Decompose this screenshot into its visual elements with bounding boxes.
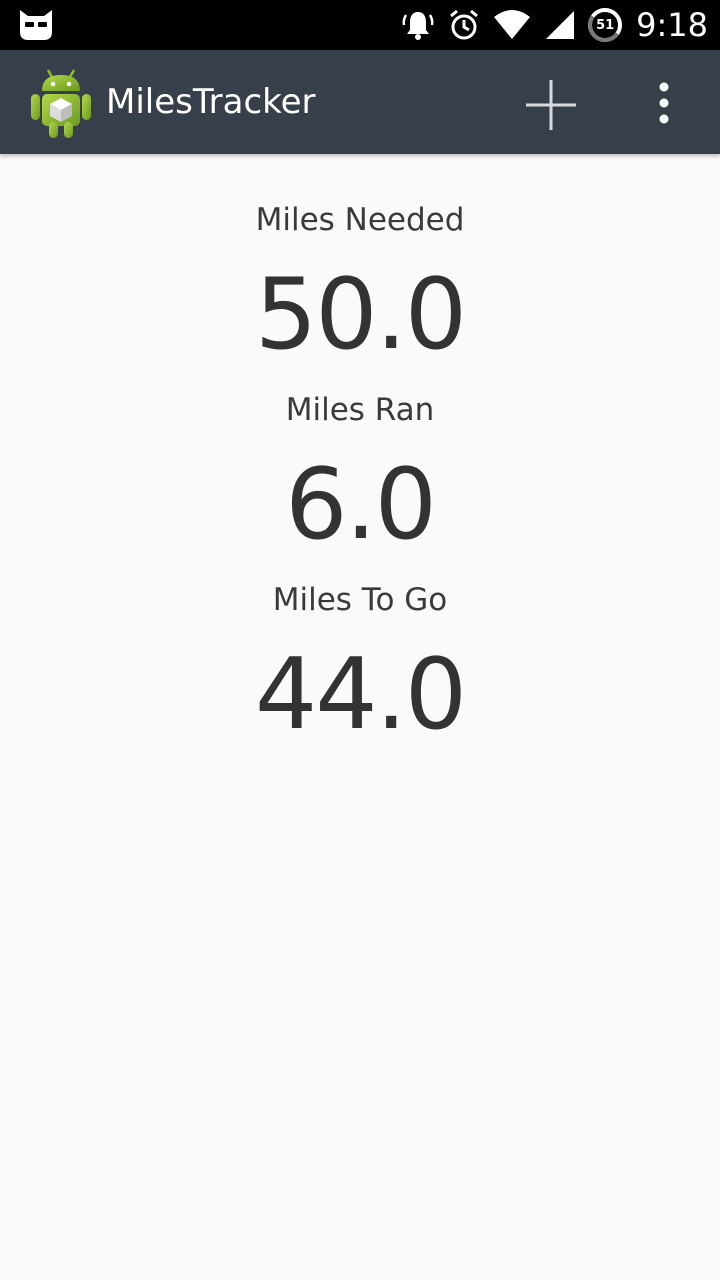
stat-value: 44.0	[254, 638, 467, 752]
status-icons: 51 9:18	[400, 0, 708, 50]
wifi-icon	[494, 10, 531, 39]
android-app-icon	[31, 69, 91, 138]
stat-miles-needed: Miles Needed 50.0	[0, 198, 720, 388]
add-icon[interactable]	[518, 72, 584, 138]
app-title: MilesTracker	[106, 82, 316, 122]
status-bar: 51 9:18	[0, 0, 720, 50]
stats-panel: Miles Needed 50.0 Miles Ran 6.0 Miles To…	[0, 154, 720, 768]
notification-bell-icon	[402, 12, 434, 40]
overflow-menu-icon[interactable]	[636, 72, 692, 138]
stat-label: Miles Needed	[255, 202, 465, 238]
stat-miles-ran: Miles Ran 6.0	[0, 388, 720, 578]
stat-value: 50.0	[254, 258, 467, 372]
stat-label: Miles To Go	[272, 582, 448, 618]
cyanogen-icon	[20, 10, 52, 40]
alarm-clock-icon	[450, 9, 479, 40]
stat-value: 6.0	[285, 448, 437, 562]
cell-signal-icon	[546, 11, 575, 39]
battery-level: 51	[596, 17, 615, 33]
battery-icon: 51	[588, 8, 623, 42]
stat-label: Miles Ran	[285, 392, 435, 428]
action-bar: MilesTracker	[0, 50, 720, 154]
stat-miles-to-go: Miles To Go 44.0	[0, 578, 720, 768]
clock-time: 9:18	[636, 6, 708, 44]
